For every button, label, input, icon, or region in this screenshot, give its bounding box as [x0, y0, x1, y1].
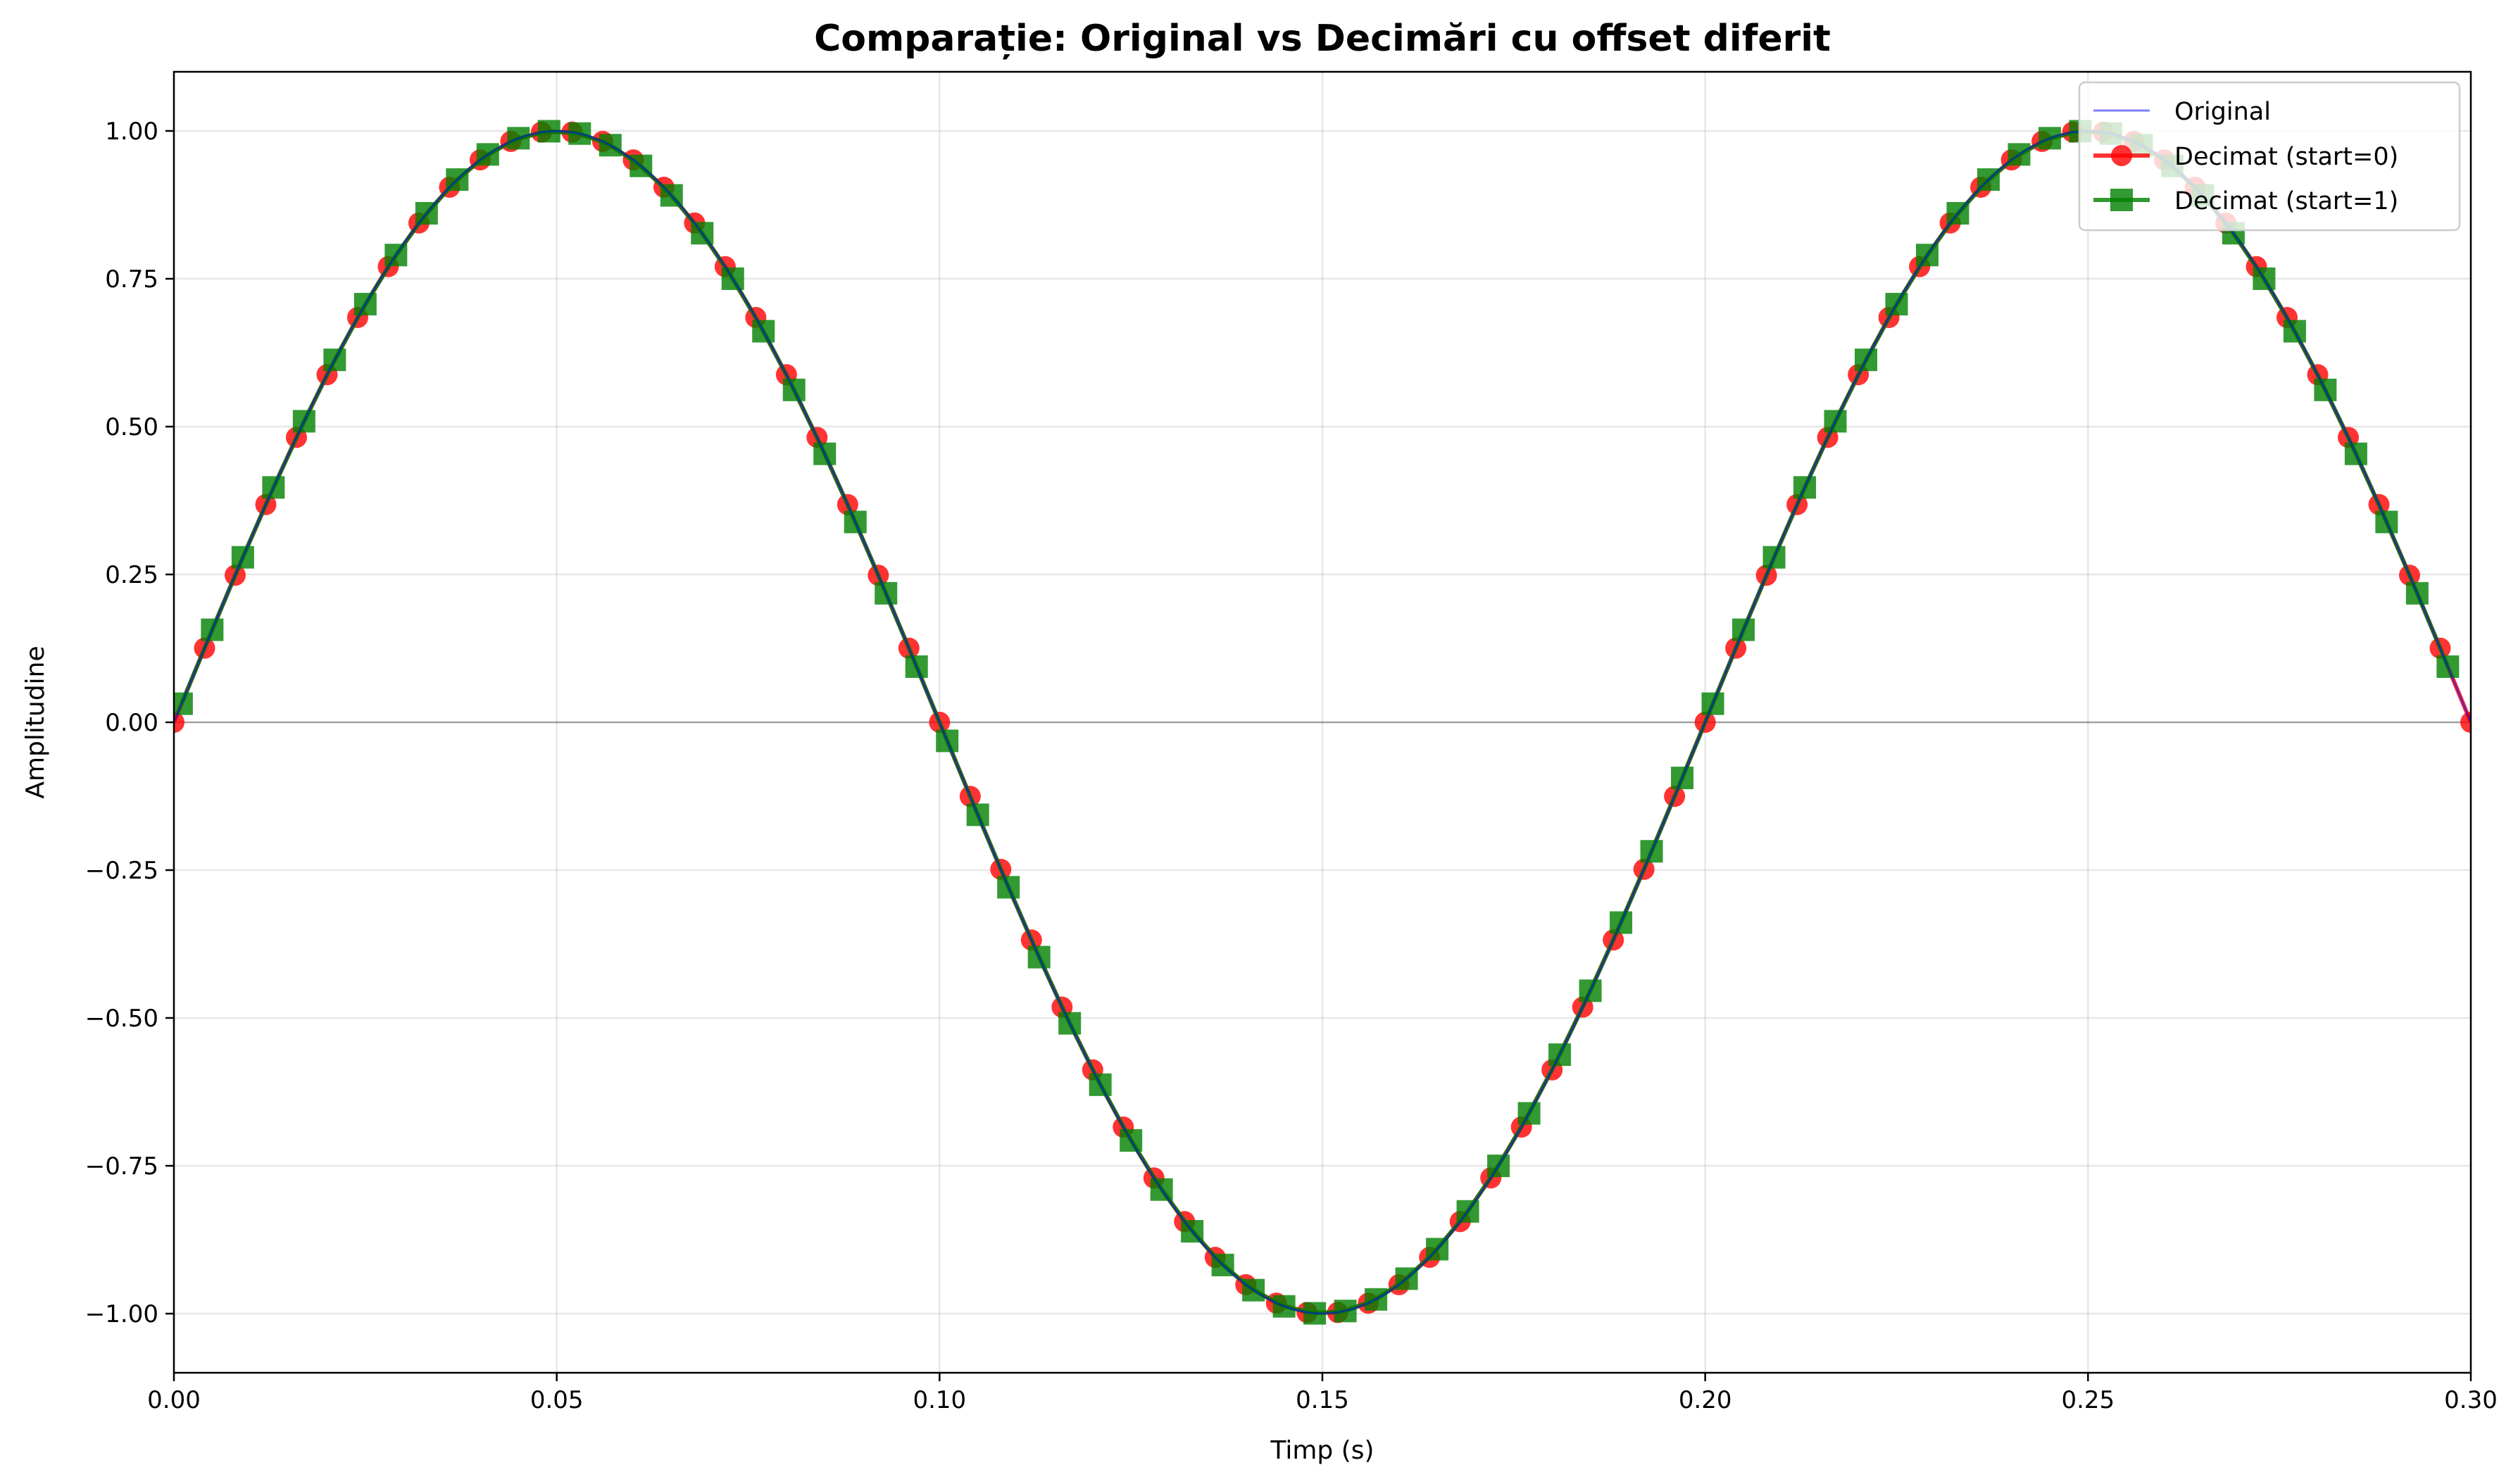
legend-label-original: Original — [2174, 98, 2271, 126]
x-axis-label: Timp (s) — [1270, 1436, 1374, 1465]
legend-label-decimat-start0: Decimat (start=0) — [2174, 143, 2398, 171]
y-tick-label: −0.50 — [85, 1005, 158, 1033]
x-tick-label: 0.05 — [530, 1386, 584, 1414]
legend-marker-square — [2110, 189, 2133, 211]
x-tick-label: 0.25 — [2061, 1386, 2115, 1414]
series-layer — [174, 120, 2471, 1325]
legend-entry-decimat-start0: Decimat (start=0) — [2093, 143, 2398, 171]
chart-title: Comparație: Original vs Decimări cu offs… — [814, 18, 1831, 60]
x-tick-label: 0.00 — [147, 1386, 201, 1414]
x-tick-label: 0.30 — [2444, 1386, 2498, 1414]
y-tick-label: −0.75 — [85, 1152, 158, 1181]
x-tick-label: 0.15 — [1296, 1386, 1349, 1414]
legend-box — [2078, 81, 2461, 232]
ticks: 0.00 0.05 0.10 0.15 0.20 0.25 0.30 1.00 0.75 0.50… — [85, 118, 2498, 1414]
y-tick-label: −1.00 — [85, 1300, 158, 1328]
legend-marker-circle — [2111, 145, 2132, 166]
legend-label-decimat-start1: Decimat (start=1) — [2174, 187, 2398, 215]
x-tick-label: 0.20 — [1679, 1386, 1732, 1414]
legend-entry-decimat-start1: Decimat (start=1) — [2093, 187, 2398, 215]
legend-entry-original: Original — [2093, 98, 2271, 126]
y-tick-label: 0.50 — [105, 413, 158, 441]
y-tick-label: 0.75 — [105, 265, 158, 294]
legend: Original Decimat (start=0) Decimat (star… — [2078, 81, 2461, 232]
y-tick-label: 1.00 — [105, 118, 158, 146]
y-tick-label: −0.25 — [85, 857, 158, 885]
y-axis-label: Amplitudine — [21, 646, 50, 798]
x-tick-label: 0.10 — [913, 1386, 966, 1414]
y-tick-label: 0.25 — [105, 561, 158, 589]
data-point-decimat-start-1 — [174, 692, 193, 715]
y-tick-label: 0.00 — [105, 709, 158, 737]
